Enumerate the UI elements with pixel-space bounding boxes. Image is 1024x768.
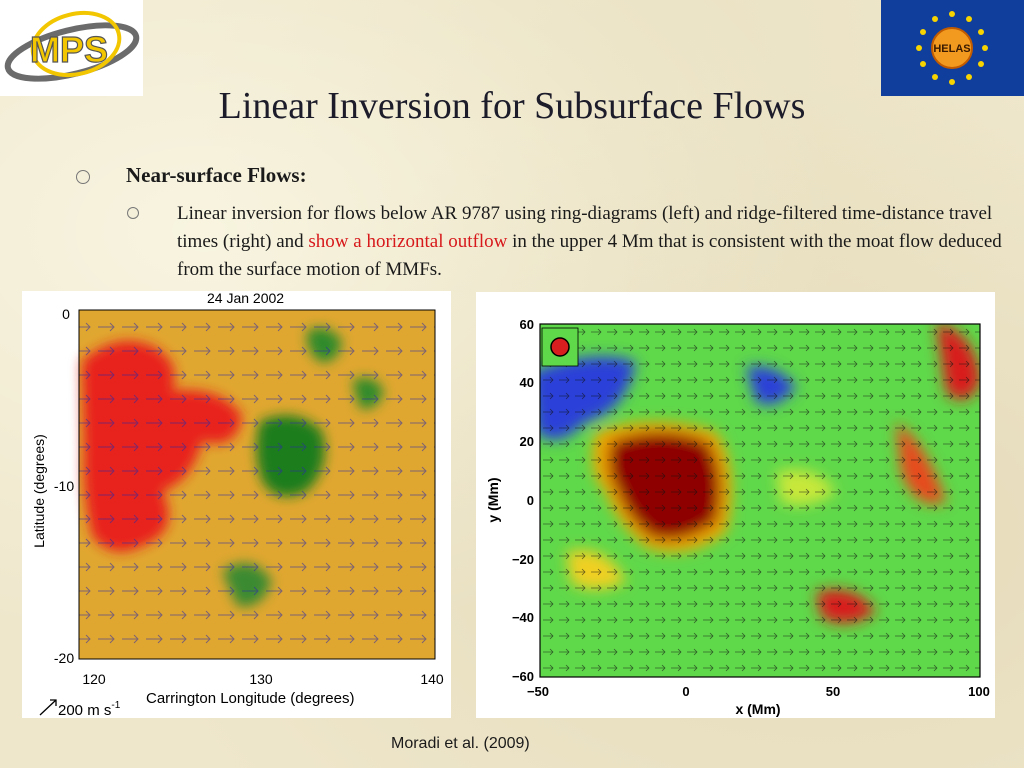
x-tick-1: 130 [249, 671, 273, 687]
sunspot-marker-icon [550, 337, 570, 357]
velocity-arrows [79, 310, 435, 659]
y-tick-0: 0 [62, 306, 70, 322]
sub-bullet-icon [127, 207, 139, 219]
body-text-part1: Linear inversion for flows below AR 9787… [177, 203, 993, 252]
y-tick-40: 40 [520, 375, 534, 390]
mps-logo-text: MPS [30, 29, 108, 70]
x-tick-0: 0 [682, 684, 689, 699]
y-tick-20: 20 [520, 434, 534, 449]
ring-diagram-figure: 24 Jan 2002 Latitude (degrees) 0 -10 -20… [22, 290, 451, 719]
y-tick-0: 0 [527, 493, 534, 508]
helas-logo-text: HELAS [933, 43, 970, 55]
y-tick-neg60: −60 [512, 669, 534, 684]
scale-arrow-head-icon [50, 699, 57, 706]
figure-date: 24 Jan 2002 [207, 291, 284, 306]
y-tick-neg20: −20 [512, 552, 534, 567]
scale-arrow-icon [39, 699, 57, 716]
body-paragraph: Linear inversion for flows below AR 9787… [177, 200, 1007, 284]
y-axis-label: y (Mm) [485, 477, 501, 522]
x-axis-label: Carrington Longitude (degrees) [146, 690, 354, 707]
x-tick-100: 100 [968, 684, 990, 699]
y-tick-2: -20 [54, 650, 74, 666]
plot-frame [539, 323, 981, 678]
body-text-part2: in the upper 4 Mm that is consistent wit… [177, 231, 1002, 280]
time-distance-figure: 60 40 20 0 −20 −40 −60 −50 0 50 100 x (M… [476, 292, 995, 718]
scale-label: 200 m s-1 [58, 700, 121, 718]
x-tick-50: 50 [826, 684, 840, 699]
slide-title: Linear Inversion for Subsurface Flows [218, 85, 806, 127]
y-tick-60: 60 [520, 317, 534, 332]
section-heading: Near-surface Flows: [126, 163, 307, 187]
mps-logo: MPS [0, 0, 143, 96]
y-axis-label: Latitude (degrees) [31, 434, 47, 548]
x-tick-neg50: −50 [527, 684, 549, 699]
x-tick-0: 120 [82, 671, 106, 687]
bullet-icon [76, 170, 90, 184]
x-tick-2: 140 [420, 671, 444, 687]
plot-frame [78, 309, 436, 660]
helas-logo: HELAS [881, 0, 1024, 96]
x-axis-label: x (Mm) [735, 701, 780, 717]
body-highlight: show a horizontal outflow [308, 231, 508, 252]
y-tick-neg40: −40 [512, 610, 534, 625]
velocity-arrows [540, 324, 980, 677]
y-tick-1: -10 [54, 478, 74, 494]
figure-caption: Moradi et al. (2009) [391, 735, 530, 752]
